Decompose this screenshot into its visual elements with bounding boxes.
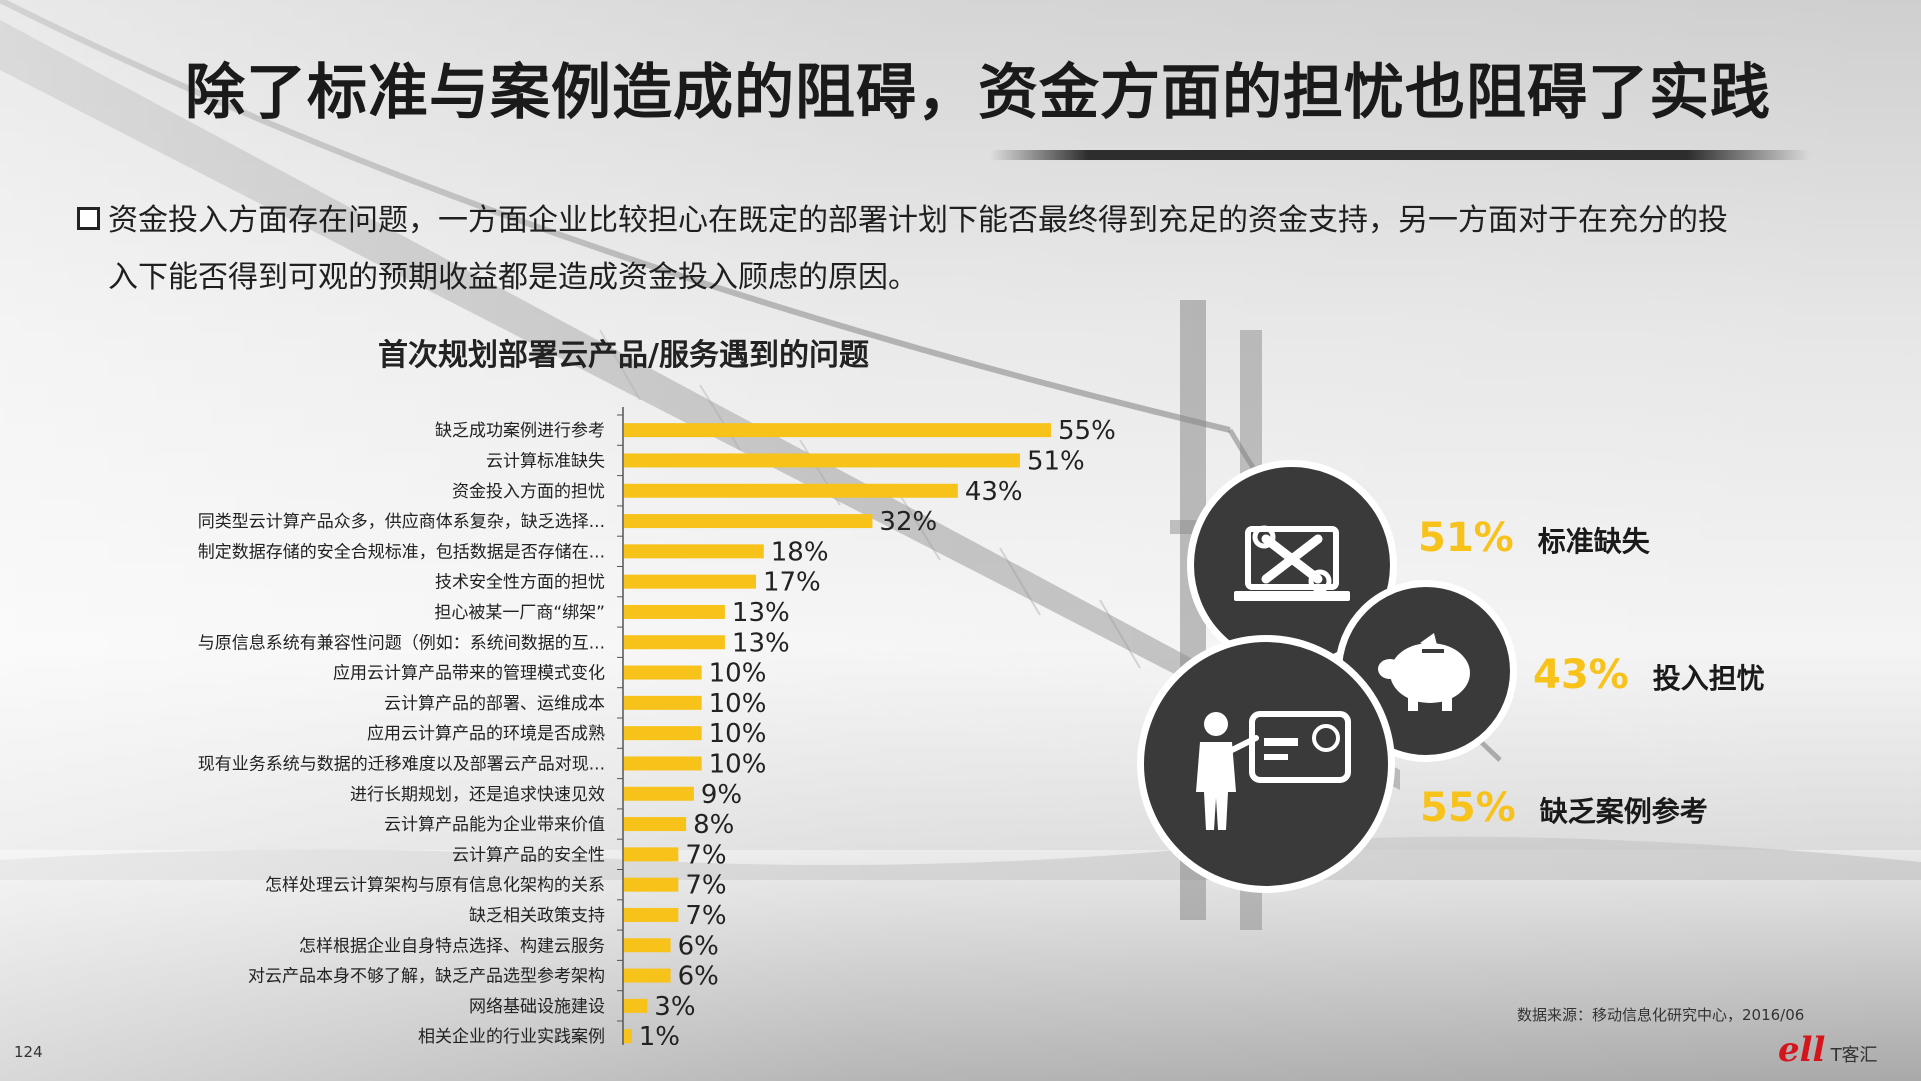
bar bbox=[624, 907, 679, 922]
category-label: 云计算标准缺失 bbox=[486, 451, 605, 471]
value-label: 10% bbox=[709, 659, 767, 689]
logo: ell T客汇 bbox=[1778, 1030, 1878, 1070]
bar bbox=[624, 756, 702, 771]
value-label: 3% bbox=[654, 992, 695, 1022]
highlight-label: 标准缺失 bbox=[1537, 525, 1650, 558]
bar bbox=[624, 726, 702, 741]
value-label: 8% bbox=[693, 810, 734, 840]
category-label: 应用云计算产品带来的管理模式变化 bbox=[333, 664, 605, 684]
category-label: 担心被某一厂商“绑架” bbox=[434, 603, 605, 623]
bar bbox=[624, 877, 679, 892]
page-title: 除了标准与案例造成的阻碍，资金方面的担忧也阻碍了实践 bbox=[185, 58, 1771, 128]
category-label: 云计算产品的安全性 bbox=[452, 845, 605, 865]
bullet-square-icon bbox=[77, 207, 100, 230]
value-label: 18% bbox=[771, 537, 829, 567]
category-label: 怎样处理云计算架构与原有信息化架构的关系 bbox=[265, 876, 605, 896]
value-label: 6% bbox=[678, 931, 719, 961]
bullet-line-2: 入下能否得到可观的预期收益都是造成资金投入顾虑的原因。 bbox=[108, 260, 918, 295]
presenter-card-circle bbox=[1137, 635, 1395, 893]
laptop-tools-circle bbox=[1187, 460, 1397, 670]
category-label: 资金投入方面的担忧 bbox=[452, 482, 605, 502]
highlight-value: 43% bbox=[1533, 652, 1629, 698]
category-label: 怎样根据企业自身特点选择、构建云服务 bbox=[299, 936, 605, 956]
value-label: 13% bbox=[732, 628, 790, 658]
value-label: 32% bbox=[879, 507, 937, 537]
bar bbox=[624, 483, 958, 498]
category-label: 网络基础设施建设 bbox=[469, 997, 605, 1017]
category-label: 缺乏相关政策支持 bbox=[469, 906, 605, 926]
category-label: 同类型云计算产品众多，供应商体系复杂，缺乏选择... bbox=[198, 512, 605, 532]
bar bbox=[624, 453, 1020, 468]
data-source-note: 数据来源：移动信息化研究中心，2016/06 bbox=[1517, 1006, 1805, 1024]
value-label: 7% bbox=[685, 871, 726, 901]
value-label: 51% bbox=[1027, 446, 1085, 476]
value-label: 1% bbox=[639, 1022, 680, 1045]
category-label: 云计算产品的部署、运维成本 bbox=[384, 694, 605, 714]
highlight-cases: 55% 缺乏案例参考 bbox=[1420, 785, 1708, 831]
bar bbox=[624, 665, 702, 680]
category-label: 相关企业的行业实践案例 bbox=[418, 1027, 605, 1045]
bar bbox=[624, 938, 671, 953]
value-label: 10% bbox=[709, 719, 767, 749]
category-label: 云计算产品能为企业带来价值 bbox=[384, 815, 605, 835]
highlight-value: 51% bbox=[1418, 515, 1514, 561]
bar bbox=[624, 998, 648, 1013]
category-label: 进行长期规划，还是追求快速见效 bbox=[350, 785, 605, 805]
value-label: 7% bbox=[685, 840, 726, 870]
laptop-tools-icon bbox=[1234, 525, 1350, 601]
category-label: 缺乏成功案例进行参考 bbox=[435, 421, 605, 441]
value-label: 7% bbox=[685, 901, 726, 931]
value-label: 9% bbox=[701, 780, 742, 810]
highlight-label: 缺乏案例参考 bbox=[1539, 795, 1708, 828]
title-underline-brush bbox=[990, 150, 1810, 160]
horizontal-bar-chart: 缺乏成功案例进行参考 55% 云计算标准缺失 51% 资金投入方面的担忧 43% 同类型云计… bbox=[198, 407, 1116, 1045]
bar bbox=[624, 544, 764, 559]
bar bbox=[624, 423, 1051, 438]
logo-text: T客汇 bbox=[1830, 1045, 1878, 1066]
presenter-card-icon bbox=[1196, 711, 1351, 830]
highlight-value: 55% bbox=[1420, 785, 1516, 831]
bar bbox=[624, 695, 702, 710]
bar bbox=[624, 604, 725, 619]
highlight-standards: 51% 标准缺失 bbox=[1418, 515, 1650, 561]
logo-mark: ell bbox=[1778, 1030, 1826, 1070]
page-number: 124 bbox=[14, 1043, 43, 1061]
value-label: 10% bbox=[709, 689, 767, 719]
bar bbox=[624, 574, 756, 589]
category-label: 与原信息系统有兼容性问题（例如：系统间数据的互... bbox=[198, 633, 605, 653]
bar bbox=[624, 817, 687, 832]
value-label: 13% bbox=[732, 598, 790, 628]
value-label: 17% bbox=[763, 568, 821, 598]
chart-title: 首次规划部署云产品/服务遇到的问题 bbox=[378, 338, 869, 373]
highlight-label: 投入担忧 bbox=[1652, 662, 1765, 695]
bar bbox=[624, 1029, 632, 1044]
value-label: 6% bbox=[678, 962, 719, 992]
bar bbox=[624, 847, 679, 862]
highlight-investment: 43% 投入担忧 bbox=[1533, 652, 1765, 698]
category-label: 制定数据存储的安全合规标准，包括数据是否存储在... bbox=[198, 542, 605, 562]
category-label: 现有业务系统与数据的迁移难度以及部署云产品对现... bbox=[198, 754, 605, 774]
category-label: 技术安全性方面的担忧 bbox=[435, 573, 605, 593]
value-label: 55% bbox=[1058, 416, 1116, 446]
bullet-paragraph: 资金投入方面存在问题，一方面企业比较担心在既定的部署计划下能否最终得到充足的资金… bbox=[108, 192, 1848, 306]
bar bbox=[624, 968, 671, 983]
value-label: 10% bbox=[709, 749, 767, 779]
category-label: 应用云计算产品的环境是否成熟 bbox=[367, 723, 605, 744]
category-label: 对云产品本身不够了解，缺乏产品选型参考架构 bbox=[248, 967, 605, 987]
value-label: 43% bbox=[965, 477, 1023, 507]
piggy-bank-icon bbox=[1378, 633, 1470, 711]
bar bbox=[624, 514, 873, 529]
bar bbox=[624, 635, 725, 650]
bar bbox=[624, 786, 694, 801]
bullet-line-1: 资金投入方面存在问题，一方面企业比较担心在既定的部署计划下能否最终得到充足的资金… bbox=[108, 203, 1728, 238]
